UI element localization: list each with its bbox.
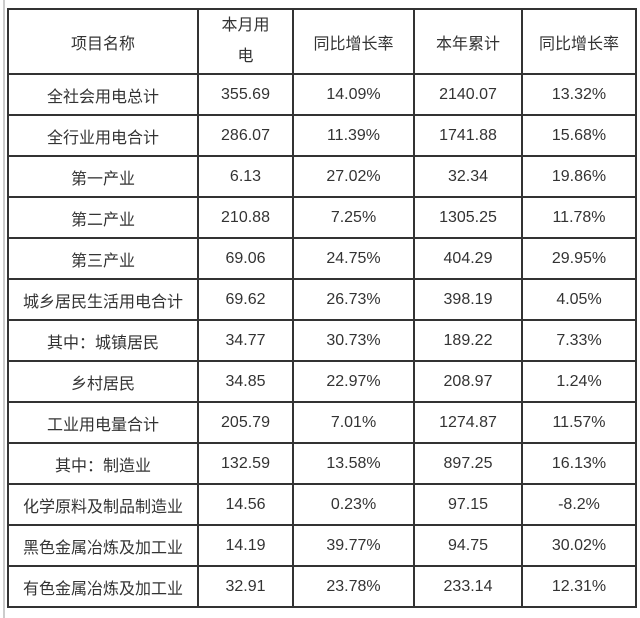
cell-ytd-yoy: 4.05% bbox=[521, 278, 637, 321]
cell-month-yoy: 30.73% bbox=[292, 319, 415, 362]
cell-ytd-value: 94.75 bbox=[413, 524, 523, 567]
table-body: 全社会用电总计 355.69 14.09% 2140.07 13.32% 全行业用电合计 2… bbox=[7, 73, 637, 608]
cell-month-yoy: 23.78% bbox=[292, 565, 415, 608]
header-row: 项目名称 本月用电 同比增长率 本年累计 同比增长率 bbox=[7, 8, 637, 75]
cell-month-yoy: 26.73% bbox=[292, 278, 415, 321]
cell-month-yoy: 7.25% bbox=[292, 196, 415, 239]
cell-ytd-yoy: 19.86% bbox=[521, 155, 637, 198]
cell-month-yoy: 0.23% bbox=[292, 483, 415, 526]
table-row: 第一产业 6.13 27.02% 32.34 19.86% bbox=[7, 155, 637, 198]
col-header-ytd-total: 本年累计 bbox=[413, 8, 523, 75]
cell-month-value: 34.77 bbox=[197, 319, 294, 362]
cell-month-value: 32.91 bbox=[197, 565, 294, 608]
cell-name: 全行业用电合计 bbox=[7, 114, 199, 157]
cell-ytd-yoy: 30.02% bbox=[521, 524, 637, 567]
cell-month-yoy: 7.01% bbox=[292, 401, 415, 444]
cell-name: 其中：城镇居民 bbox=[7, 319, 199, 362]
cell-name: 第三产业 bbox=[7, 237, 199, 280]
cell-month-yoy: 24.75% bbox=[292, 237, 415, 280]
table-row: 全行业用电合计 286.07 11.39% 1741.88 15.68% bbox=[7, 114, 637, 157]
cell-ytd-yoy: 11.57% bbox=[521, 401, 637, 444]
cell-month-value: 210.88 bbox=[197, 196, 294, 239]
col-header-month-usage: 本月用电 bbox=[197, 8, 294, 75]
electricity-consumption-table: 项目名称 本月用电 同比增长率 本年累计 同比增长率 全社会用电总计 355.69… bbox=[7, 8, 637, 608]
cell-ytd-value: 1305.25 bbox=[413, 196, 523, 239]
cell-month-value: 69.06 bbox=[197, 237, 294, 280]
cell-ytd-yoy: 13.32% bbox=[521, 73, 637, 116]
page-left-rule bbox=[3, 0, 5, 618]
cell-ytd-yoy: 11.78% bbox=[521, 196, 637, 239]
cell-name: 第一产业 bbox=[7, 155, 199, 198]
table-row: 第二产业 210.88 7.25% 1305.25 11.78% bbox=[7, 196, 637, 239]
table-row: 其中：制造业 132.59 13.58% 897.25 16.13% bbox=[7, 442, 637, 485]
cell-ytd-value: 189.22 bbox=[413, 319, 523, 362]
table-header: 项目名称 本月用电 同比增长率 本年累计 同比增长率 bbox=[7, 8, 637, 75]
table-row: 第三产业 69.06 24.75% 404.29 29.95% bbox=[7, 237, 637, 280]
cell-month-value: 34.85 bbox=[197, 360, 294, 403]
cell-ytd-value: 1274.87 bbox=[413, 401, 523, 444]
cell-ytd-value: 1741.88 bbox=[413, 114, 523, 157]
cell-month-yoy: 14.09% bbox=[292, 73, 415, 116]
cell-name: 第二产业 bbox=[7, 196, 199, 239]
col-header-month-yoy: 同比增长率 bbox=[292, 8, 415, 75]
cell-month-yoy: 39.77% bbox=[292, 524, 415, 567]
cell-ytd-value: 398.19 bbox=[413, 278, 523, 321]
cell-ytd-value: 32.34 bbox=[413, 155, 523, 198]
cell-ytd-yoy: 15.68% bbox=[521, 114, 637, 157]
cell-ytd-value: 2140.07 bbox=[413, 73, 523, 116]
cell-ytd-value: 97.15 bbox=[413, 483, 523, 526]
cell-name: 乡村居民 bbox=[7, 360, 199, 403]
cell-month-value: 355.69 bbox=[197, 73, 294, 116]
cell-name: 黑色金属冶炼及加工业 bbox=[7, 524, 199, 567]
cell-month-yoy: 11.39% bbox=[292, 114, 415, 157]
cell-month-value: 132.59 bbox=[197, 442, 294, 485]
cell-month-value: 14.56 bbox=[197, 483, 294, 526]
table-row: 乡村居民 34.85 22.97% 208.97 1.24% bbox=[7, 360, 637, 403]
cell-ytd-value: 208.97 bbox=[413, 360, 523, 403]
cell-month-value: 286.07 bbox=[197, 114, 294, 157]
cell-month-value: 205.79 bbox=[197, 401, 294, 444]
cell-name: 城乡居民生活用电合计 bbox=[7, 278, 199, 321]
cell-month-value: 14.19 bbox=[197, 524, 294, 567]
cell-ytd-value: 233.14 bbox=[413, 565, 523, 608]
col-header-ytd-yoy: 同比增长率 bbox=[521, 8, 637, 75]
cell-ytd-yoy: -8.2% bbox=[521, 483, 637, 526]
cell-ytd-value: 897.25 bbox=[413, 442, 523, 485]
cell-name: 工业用电量合计 bbox=[7, 401, 199, 444]
table-row: 城乡居民生活用电合计 69.62 26.73% 398.19 4.05% bbox=[7, 278, 637, 321]
table-row: 黑色金属冶炼及加工业 14.19 39.77% 94.75 30.02% bbox=[7, 524, 637, 567]
cell-month-yoy: 22.97% bbox=[292, 360, 415, 403]
cell-ytd-yoy: 29.95% bbox=[521, 237, 637, 280]
cell-ytd-value: 404.29 bbox=[413, 237, 523, 280]
table-row: 有色金属冶炼及加工业 32.91 23.78% 233.14 12.31% bbox=[7, 565, 637, 608]
table-row: 工业用电量合计 205.79 7.01% 1274.87 11.57% bbox=[7, 401, 637, 444]
cell-name: 其中：制造业 bbox=[7, 442, 199, 485]
table-row: 化学原料及制品制造业 14.56 0.23% 97.15 -8.2% bbox=[7, 483, 637, 526]
col-header-item-name: 项目名称 bbox=[7, 8, 199, 75]
cell-month-yoy: 13.58% bbox=[292, 442, 415, 485]
cell-ytd-yoy: 12.31% bbox=[521, 565, 637, 608]
cell-ytd-yoy: 1.24% bbox=[521, 360, 637, 403]
cell-name: 化学原料及制品制造业 bbox=[7, 483, 199, 526]
col-header-month-usage-label: 本月用电 bbox=[221, 17, 270, 65]
cell-name: 全社会用电总计 bbox=[7, 73, 199, 116]
table-row: 其中：城镇居民 34.77 30.73% 189.22 7.33% bbox=[7, 319, 637, 362]
cell-name: 有色金属冶炼及加工业 bbox=[7, 565, 199, 608]
cell-ytd-yoy: 7.33% bbox=[521, 319, 637, 362]
table-row: 全社会用电总计 355.69 14.09% 2140.07 13.32% bbox=[7, 73, 637, 116]
cell-month-value: 6.13 bbox=[197, 155, 294, 198]
cell-month-yoy: 27.02% bbox=[292, 155, 415, 198]
cell-ytd-yoy: 16.13% bbox=[521, 442, 637, 485]
cell-month-value: 69.62 bbox=[197, 278, 294, 321]
